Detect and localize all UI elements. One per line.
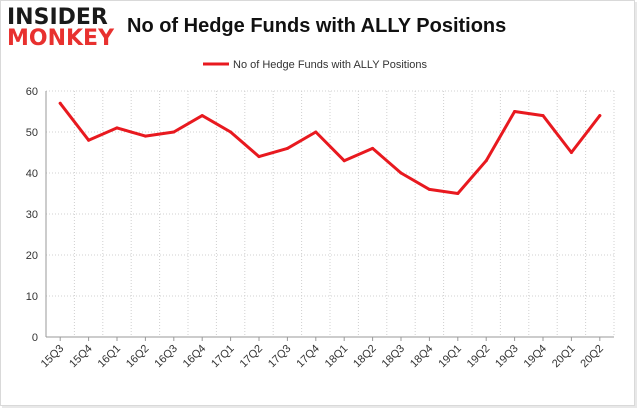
x-tick-label: 18Q2 (351, 343, 379, 371)
logo-text-insider: INSIDER (7, 5, 108, 30)
data-point (285, 146, 289, 150)
data-point (541, 114, 545, 118)
legend-label: No of Hedge Funds with ALLY Positions (233, 59, 428, 71)
x-tick-label: 20Q2 (578, 343, 606, 371)
x-tick-label: 16Q2 (124, 343, 152, 371)
x-tick-label: 16Q1 (96, 343, 124, 371)
x-tick-label: 19Q4 (522, 343, 550, 371)
data-point (58, 101, 62, 105)
y-tick-label: 60 (26, 86, 38, 98)
data-point (371, 146, 375, 150)
y-tick-label: 20 (26, 250, 38, 262)
data-point (342, 159, 346, 163)
series-line-0 (58, 101, 602, 195)
x-tick-label: 15Q4 (67, 343, 95, 371)
data-point (427, 187, 431, 191)
x-tick-label: 19Q3 (493, 343, 521, 371)
data-point (257, 155, 261, 159)
y-tick-label: 10 (26, 291, 38, 303)
x-tick-label: 17Q1 (209, 343, 237, 371)
x-tick-label: 18Q4 (408, 343, 436, 371)
data-point (513, 110, 517, 113)
data-point (456, 192, 460, 195)
data-point (87, 138, 91, 142)
x-tick-label: 17Q2 (238, 343, 266, 371)
data-point (598, 114, 602, 118)
x-tick-label: 17Q3 (266, 343, 294, 371)
data-point (172, 130, 176, 134)
data-point (115, 126, 119, 130)
x-tick-label: 15Q3 (39, 343, 67, 371)
x-tick-label: 18Q3 (380, 343, 408, 371)
x-tick-label: 18Q1 (323, 343, 351, 371)
y-tick-label: 50 (26, 127, 38, 139)
x-tick-label: 17Q4 (294, 343, 322, 371)
data-point (314, 130, 318, 134)
data-point (399, 171, 403, 175)
data-point (569, 151, 573, 154)
x-tick-label: 19Q2 (465, 343, 493, 371)
y-tick-label: 30 (26, 209, 38, 221)
grid-lines (46, 90, 615, 337)
x-tick-label: 16Q3 (152, 343, 180, 371)
data-point (200, 114, 204, 118)
chart-title: No of Hedge Funds with ALLY Positions (127, 15, 507, 37)
y-tick-label: 40 (26, 168, 38, 180)
data-point (143, 134, 147, 138)
x-tick-label: 19Q1 (436, 343, 464, 371)
legend: No of Hedge Funds with ALLY Positions (203, 59, 428, 71)
logo-text-monkey: MONKEY (7, 26, 115, 51)
data-point (484, 159, 488, 163)
insider-monkey-logo: INSIDER MONKEY (7, 7, 119, 53)
data-point (229, 130, 233, 134)
x-tick-label: 16Q4 (181, 343, 209, 371)
x-tick-label: 20Q1 (550, 343, 578, 371)
series-layer (58, 101, 602, 195)
y-tick-label: 0 (32, 332, 38, 344)
